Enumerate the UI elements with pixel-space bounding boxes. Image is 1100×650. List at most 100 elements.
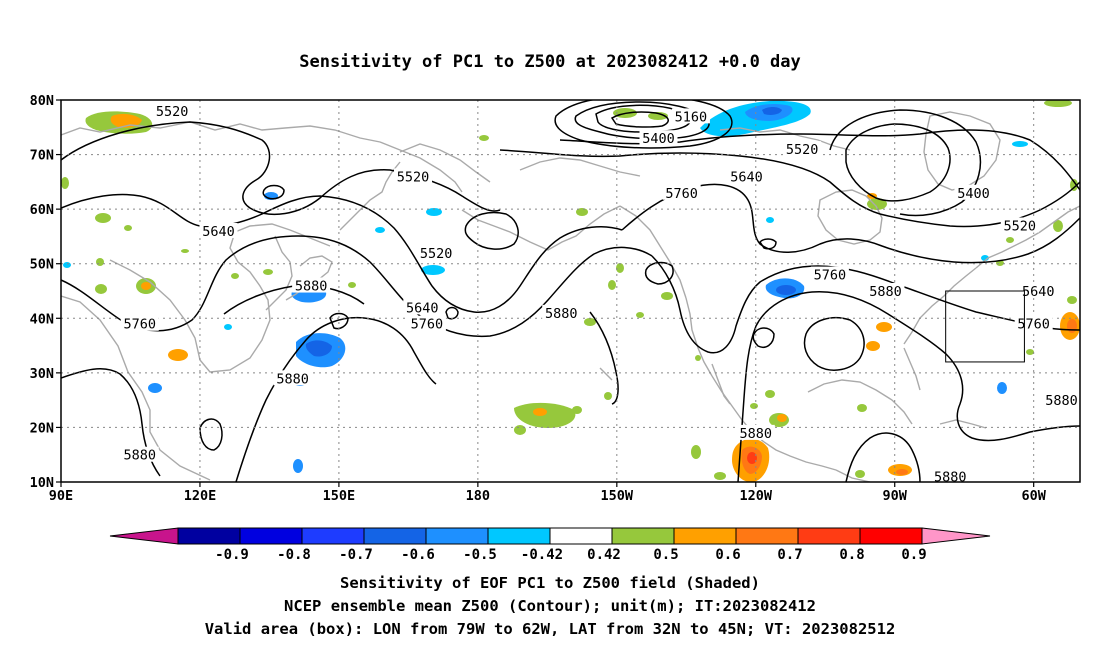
colorbar-label: 0.9 xyxy=(901,547,926,563)
sensitivity-shading xyxy=(61,100,1080,482)
contour-label: 5760 xyxy=(665,186,698,202)
contour-label-bg xyxy=(931,468,970,484)
contour-label-bg xyxy=(120,446,159,462)
lon-tick-label: 150W xyxy=(601,488,634,504)
coastline-china xyxy=(109,223,331,373)
colorbar-label: -0.8 xyxy=(277,547,311,563)
contour-label-bg xyxy=(403,299,442,315)
contour-label-bg xyxy=(1042,392,1081,408)
longitude-axis: 90E 120E 150E 180 150W 120W 90W 60W xyxy=(49,482,1047,504)
shading-mexico-orange xyxy=(714,413,912,482)
contour-5400-low-outer xyxy=(554,100,733,149)
colorbar-label: 0.5 xyxy=(653,547,678,563)
coastline-florida xyxy=(903,347,921,391)
lon-tick-label: 60W xyxy=(1021,488,1046,504)
contour-atlantic-high xyxy=(803,316,865,371)
contour-label-bg xyxy=(810,266,849,282)
contour-label: 5880 xyxy=(869,284,902,300)
contour-label: 5400 xyxy=(957,186,990,202)
contour-label: 5520 xyxy=(420,246,453,262)
contour-label-bg xyxy=(736,424,775,440)
contour-5880-northam xyxy=(737,291,1080,482)
contour-label: 5880 xyxy=(295,279,328,295)
lat-tick-label: 50N xyxy=(30,257,54,273)
lat-tick-label: 10N xyxy=(30,475,54,491)
lon-tick-label: 120E xyxy=(184,488,217,504)
contour-5160-low xyxy=(574,101,710,140)
coastline-gulf xyxy=(807,379,913,425)
colorbar-segment xyxy=(549,527,613,545)
footer-line-3: Valid area (box): LON from 79W to 62W, L… xyxy=(205,620,896,638)
contour-small-low-48n xyxy=(759,238,777,250)
colorbar-label: -0.42 xyxy=(521,547,563,563)
lon-tick-label: 150E xyxy=(323,488,356,504)
contour-label: 5640 xyxy=(202,224,235,240)
figure-title: Sensitivity of PC1 to Z500 at 2023082412… xyxy=(299,52,801,72)
lat-tick-label: 30N xyxy=(30,366,54,382)
contour-label-bg xyxy=(671,108,710,124)
contour-label: 5160 xyxy=(675,109,708,125)
coastline-asia-east xyxy=(61,295,211,481)
colorbar-segment xyxy=(735,527,799,545)
coastline-central-america xyxy=(835,469,871,482)
coastline-kamchatka xyxy=(339,161,401,231)
contour-label-bg xyxy=(199,222,238,238)
coastline-greenland xyxy=(923,111,1001,191)
coastline-hawaii xyxy=(599,367,613,381)
contour-label-bg xyxy=(727,168,766,184)
coastline-alaska xyxy=(461,205,621,251)
colorbar-segment xyxy=(797,527,861,545)
contour-label-bg xyxy=(1000,217,1039,233)
coastline-canada-east xyxy=(975,205,1080,269)
valid-area-box xyxy=(945,290,1025,363)
colorbar-segment xyxy=(673,527,737,545)
colorbar-label: -0.6 xyxy=(401,547,435,563)
contour-label: 5760 xyxy=(1017,317,1050,333)
contour-5880-asia xyxy=(235,316,437,482)
coastline-canada-west xyxy=(619,205,687,299)
contour-5640-west xyxy=(61,193,623,313)
lat-tick-label: 20N xyxy=(30,420,54,436)
contour-5760-west xyxy=(61,235,653,338)
contour-label: 5640 xyxy=(1022,284,1055,300)
colorbar-segment xyxy=(301,527,365,545)
lon-tick-label: 90E xyxy=(49,488,73,504)
contour-5640-central xyxy=(621,183,1080,264)
contour-label: 5400 xyxy=(642,131,675,147)
contour-small-high-45n xyxy=(329,312,349,330)
contour-label-bg xyxy=(407,315,446,331)
contour-label: 5760 xyxy=(814,268,847,284)
contour-small-high-pacific xyxy=(199,418,223,451)
latitude-axis: 80N 70N 60N 50N 40N 30N 20N 10N xyxy=(30,93,61,491)
contour-label: 5880 xyxy=(740,426,773,442)
contour-label-bg xyxy=(542,304,581,320)
contour-label-bg xyxy=(954,184,993,200)
contour-label-bg xyxy=(783,141,822,157)
contour-label-bg xyxy=(417,244,456,260)
coastline-caribbean xyxy=(939,419,987,429)
contour-label: 5520 xyxy=(786,142,819,158)
contour-label-bg xyxy=(273,370,312,386)
contour-label: 5880 xyxy=(545,306,578,322)
colorbar-left-tip xyxy=(109,527,179,545)
contour-5880-gulf xyxy=(845,432,921,482)
contour-label-bg xyxy=(662,184,701,200)
contour-small-low-50n xyxy=(644,261,674,285)
contour-label: 5760 xyxy=(123,317,156,333)
contour-5760-central xyxy=(651,255,1080,354)
contour-label: 5760 xyxy=(411,317,444,333)
coastline-asia-north xyxy=(61,121,463,193)
lon-tick-label: 90W xyxy=(883,488,908,504)
contour-label-bg xyxy=(153,102,192,118)
contour-label-bg xyxy=(394,168,433,184)
colorbar-segment xyxy=(239,527,303,545)
contour-label: 5640 xyxy=(406,300,439,316)
contour-label: 5880 xyxy=(934,470,967,486)
contour-label: 5880 xyxy=(1045,393,1078,409)
footer-line-1: Sensitivity of EOF PC1 to Z500 field (Sh… xyxy=(340,574,760,592)
contour-label-bg xyxy=(120,315,159,331)
contour-label: 5520 xyxy=(397,169,430,185)
